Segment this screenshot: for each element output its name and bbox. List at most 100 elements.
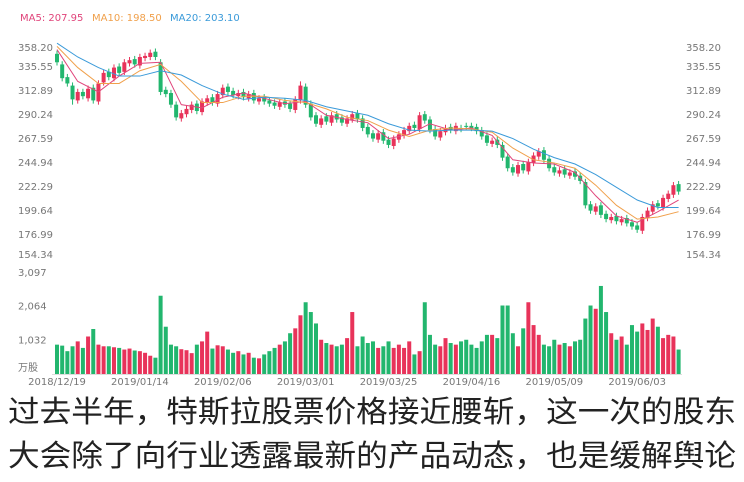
volume-bar — [578, 339, 583, 374]
candle-body — [75, 91, 80, 101]
volume-bar — [55, 344, 59, 374]
y-tick-label: 267.59 — [18, 134, 53, 145]
candle-body — [593, 206, 598, 212]
volume-bar — [86, 336, 91, 374]
candle-body — [148, 52, 153, 57]
volume-bar — [516, 346, 521, 374]
volume-bar — [474, 347, 479, 374]
candle-body — [163, 89, 168, 95]
volume-bar — [65, 351, 70, 374]
volume-bar — [324, 343, 329, 374]
y-tick-label: 万股 — [18, 362, 38, 374]
candle-body — [241, 91, 246, 98]
volume-bar — [168, 344, 173, 374]
candle-body — [288, 103, 293, 109]
candle-body — [552, 167, 557, 173]
candle-body — [469, 125, 474, 128]
volume-bar — [526, 302, 531, 374]
candle-body — [360, 118, 365, 128]
volume-bar — [376, 347, 381, 374]
volume-bar — [557, 344, 562, 374]
volume-bar — [262, 354, 267, 374]
y-tick-label: 222.29 — [18, 182, 53, 193]
candle-body — [510, 167, 515, 173]
candle-body — [505, 156, 510, 169]
candle-body — [91, 87, 96, 101]
volume-bar — [448, 343, 453, 374]
volume-bar — [464, 339, 469, 374]
volume-bar — [293, 328, 298, 374]
y-tick-label: 335.55 — [18, 62, 53, 73]
candle-body — [588, 204, 593, 211]
volume-bar — [189, 353, 194, 374]
volume-bar — [111, 347, 116, 374]
volume-bar — [619, 336, 624, 374]
candle-body — [521, 164, 526, 171]
candle-body — [184, 108, 189, 115]
candle-body — [314, 115, 318, 124]
volume-bar — [205, 331, 210, 374]
volume-bar — [339, 344, 344, 374]
volume-bar — [567, 346, 572, 374]
candle-body — [65, 77, 70, 84]
candle-body — [396, 134, 401, 140]
candle-body — [661, 197, 666, 208]
candle-body — [500, 144, 505, 158]
candle-body — [267, 100, 272, 104]
ma-line — [56, 49, 679, 223]
y-tick-label: 154.34 — [18, 250, 53, 261]
volume-bar — [495, 338, 500, 374]
candle-body — [365, 126, 370, 135]
candle-body — [645, 210, 650, 219]
volume-bar — [345, 338, 350, 374]
candle-body — [158, 62, 163, 92]
volume-bar — [407, 341, 412, 374]
candle-body — [640, 216, 645, 231]
candle-body — [650, 204, 655, 212]
candle-body — [541, 150, 546, 160]
volume-bar — [588, 305, 593, 374]
candle-body — [174, 104, 179, 118]
candle-body — [293, 99, 298, 110]
candle-body — [417, 115, 422, 130]
candle-body — [298, 85, 303, 101]
volume-bar — [645, 329, 650, 374]
candle-body — [567, 172, 572, 176]
candle-body — [598, 205, 603, 215]
volume-bar — [215, 345, 220, 374]
volume-bar — [640, 323, 645, 374]
volume-bar — [593, 308, 598, 374]
candle-body — [422, 114, 427, 121]
candle-body — [666, 193, 671, 199]
candle-body — [200, 101, 205, 113]
candle-body — [655, 203, 660, 207]
candle-body — [324, 116, 329, 122]
volume-bar — [319, 339, 324, 374]
candle-body — [635, 225, 640, 230]
y-tick-label: 199.64 — [18, 206, 53, 217]
legend-entry: MA5: 207.95 — [20, 13, 83, 24]
candle-body — [391, 138, 396, 146]
candle-body — [412, 124, 417, 128]
candle-body — [624, 218, 629, 224]
candle-body — [376, 133, 381, 140]
volume-bar — [505, 305, 510, 374]
y-tick-label: 290.24 — [18, 110, 53, 121]
volume-bar — [355, 346, 360, 374]
volume-bar — [60, 345, 65, 374]
volume-bar — [350, 312, 355, 374]
candle-body — [495, 139, 500, 145]
volume-bar — [412, 354, 417, 374]
y-tick-label: 3,097 — [18, 268, 47, 279]
x-tick-label: 2018/12/19 — [28, 377, 86, 388]
candle-body — [231, 90, 236, 96]
candle-body — [210, 97, 215, 103]
candle-body — [402, 130, 407, 136]
volume-bar — [500, 305, 505, 374]
volume-bar — [676, 349, 681, 374]
volume-bar — [314, 323, 318, 374]
candle-body — [438, 131, 443, 138]
volume-bar — [303, 302, 308, 374]
volume-bar — [635, 331, 640, 374]
volume-bar — [308, 312, 313, 374]
